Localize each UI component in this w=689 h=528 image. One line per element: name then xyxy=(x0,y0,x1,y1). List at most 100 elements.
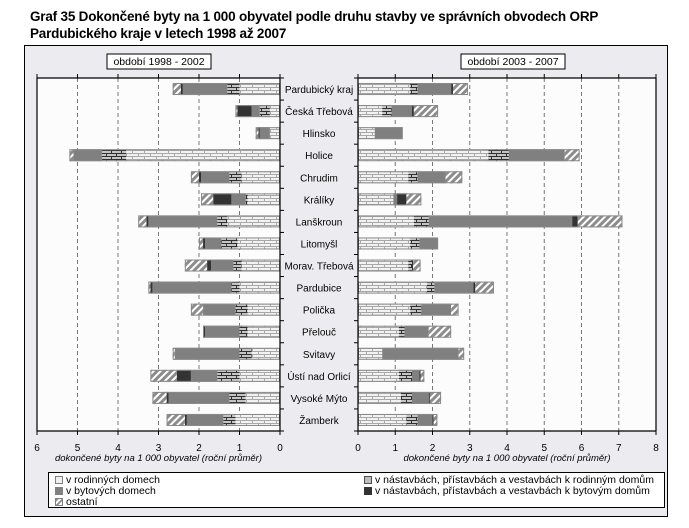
bar-segment-byt xyxy=(186,413,224,426)
bar-segment-nrd xyxy=(239,347,252,360)
tick-label: 0 xyxy=(355,443,361,454)
legend-swatch-brick-dark-icon xyxy=(364,476,372,484)
bar-segment-rd xyxy=(358,215,414,228)
bar-segment-rd xyxy=(358,237,411,250)
bar-segment-nrd xyxy=(408,259,413,272)
bar-segment-ost xyxy=(420,369,425,382)
bar-segment-rd xyxy=(358,413,407,426)
bar-segment-ost xyxy=(451,303,459,316)
category-label: Přelouč xyxy=(302,328,336,339)
bar-segment-rd xyxy=(358,325,399,338)
bar-segment-byt xyxy=(412,391,429,404)
bar-segment-rd xyxy=(239,369,280,382)
bar-segment-rd xyxy=(245,391,280,404)
bar-segment-rd xyxy=(358,83,411,96)
category-label: Pardubický kraj xyxy=(285,85,353,96)
bar-segment-rd xyxy=(358,369,399,382)
bar-segment-rd xyxy=(126,149,280,162)
bar-segment-byt xyxy=(508,149,565,162)
tick-label: 8 xyxy=(653,443,659,454)
legend-swatch-gray-icon xyxy=(55,487,63,495)
tick-label: 4 xyxy=(504,443,510,454)
bar-segment-nrd xyxy=(235,303,248,316)
tick-label: 2 xyxy=(196,443,202,454)
bar-segment-rd xyxy=(269,127,280,140)
bar-segment-ost xyxy=(428,325,452,338)
bar-segment-nbyt xyxy=(237,105,252,118)
bar-segment-byt xyxy=(421,303,452,316)
x-axis-title: dokončené byty na 1 000 obyvatel (roční … xyxy=(55,453,262,464)
category-label: Litomyšl xyxy=(301,239,338,250)
bar-segment-nbyt xyxy=(207,259,212,272)
legend-item-nrd: v nástavbách, přístavbách a vestavbách k… xyxy=(364,474,654,486)
bar-segment-byt xyxy=(190,369,218,382)
bar-segment-nrd xyxy=(259,105,270,118)
bar-segment-byt xyxy=(417,83,452,96)
bar-segment-byt xyxy=(148,215,218,228)
bar-segment-ost xyxy=(190,303,204,316)
category-label: Hlinsko xyxy=(303,129,336,140)
bar-segment-ost xyxy=(406,193,422,206)
period-label: období 2003 - 2007 xyxy=(467,56,558,68)
tick-label: 3 xyxy=(156,443,162,454)
tick-label: 5 xyxy=(541,443,547,454)
bar-segment-nrd xyxy=(229,391,246,404)
category-label: Česká Třebová xyxy=(285,105,353,118)
bar-segment-byt xyxy=(73,149,102,162)
tick-label: 6 xyxy=(34,443,40,454)
bar-segment-ost xyxy=(152,391,167,404)
bar-segment-nrd xyxy=(413,215,429,228)
period-label-box xyxy=(106,53,212,70)
bar-segment-ost xyxy=(172,347,175,360)
bar-segment-nbyt xyxy=(258,127,260,140)
bar-segment-byt xyxy=(174,347,240,360)
bar-segment-rd xyxy=(358,303,411,316)
tick-label: 2 xyxy=(430,443,436,454)
bar-segment-ost xyxy=(150,369,177,382)
bar-segment-byt xyxy=(259,127,270,140)
bar-segment-rd xyxy=(358,391,401,404)
bar-segment-nrd xyxy=(488,149,509,162)
bar-segment-byt xyxy=(419,237,439,250)
bar-segment-nrd xyxy=(217,369,240,382)
bar-segment-nbyt xyxy=(213,193,232,206)
bar-segment-nrd xyxy=(426,281,435,294)
tick-label: 1 xyxy=(237,443,243,454)
bar-segment-rd xyxy=(237,237,280,250)
legend-label: ostatní xyxy=(66,496,98,508)
bar-segment-nbyt xyxy=(412,105,414,118)
bar-segment-nrd xyxy=(239,325,248,338)
bar-segment-byt xyxy=(231,193,246,206)
tick-label: 4 xyxy=(115,443,121,454)
legend-item-rd: v rodinných domech xyxy=(55,474,160,486)
category-label: Pardubice xyxy=(296,284,341,295)
bar-segment-nbyt xyxy=(199,171,202,184)
bar-segment-nrd xyxy=(410,83,418,96)
bar-segment-rd xyxy=(358,259,409,272)
bar-segment-nbyt xyxy=(146,215,149,228)
x-axis-title: dokončené byty na 1 000 obyvatel (roční … xyxy=(403,453,610,464)
tick-label: 0 xyxy=(277,443,283,454)
bar-segment-ost xyxy=(184,259,208,272)
bar-segment-nrd xyxy=(227,83,240,96)
bar-segment-rd xyxy=(358,347,383,360)
bar-segment-nrd xyxy=(406,413,418,426)
bar-segment-byt xyxy=(412,369,420,382)
bar-segment-ost xyxy=(172,83,181,96)
bar-segment-byt xyxy=(205,237,222,250)
bar-segment-byt xyxy=(168,391,230,404)
bar-segment-ost xyxy=(445,171,463,184)
bar-segment-byt xyxy=(152,281,232,294)
bar-segment-ost xyxy=(458,347,465,360)
legend-label: v nástavbách, přístavbách a vestavbách k… xyxy=(375,474,654,486)
bar-segment-rd xyxy=(247,193,280,206)
bar-segment-byt xyxy=(205,325,240,338)
bar-segment-rd xyxy=(239,281,280,294)
bar-segment-nbyt xyxy=(419,369,421,382)
bar-segment-byt xyxy=(201,171,230,184)
bar-segment-nbyt xyxy=(176,369,191,382)
bar-segment-ost xyxy=(433,413,438,426)
period-label-box xyxy=(460,53,566,70)
bar-segment-byt xyxy=(434,281,474,294)
